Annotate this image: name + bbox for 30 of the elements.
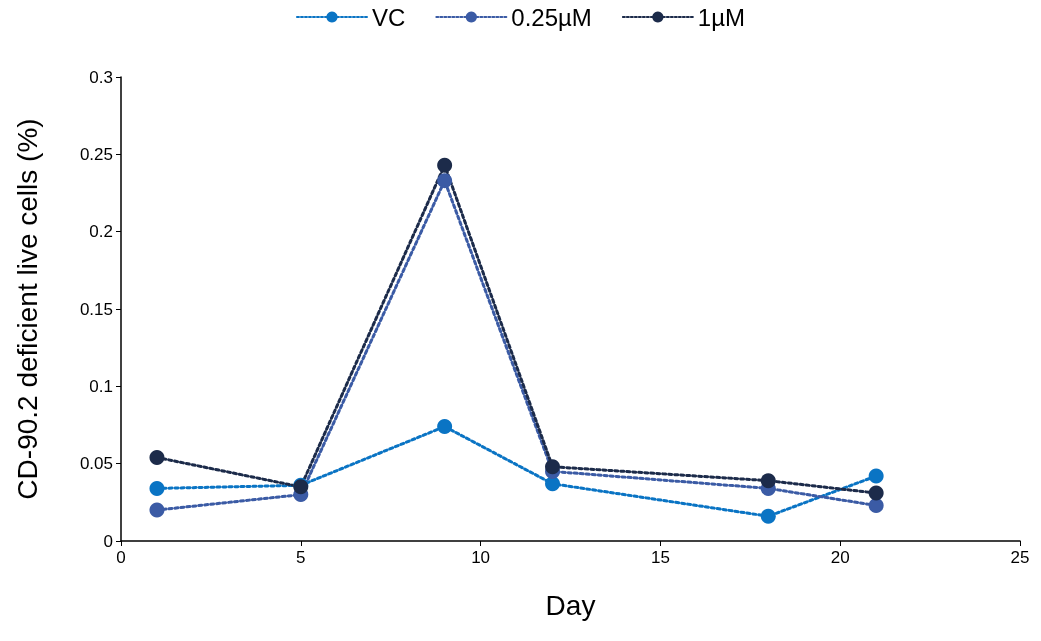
point	[868, 468, 884, 484]
x-tick-label: 5	[296, 548, 306, 567]
point	[868, 485, 884, 501]
legend-label: 1µM	[697, 3, 746, 31]
y-tick-label: 0.1	[89, 376, 113, 396]
x-tick-label: 20	[830, 548, 850, 567]
point	[437, 157, 453, 173]
point	[149, 502, 165, 518]
point	[437, 173, 453, 189]
x-tick-label: 25	[1010, 548, 1030, 567]
x-tick-label: 15	[650, 548, 670, 567]
y-tick-label: 0.3	[89, 67, 113, 87]
point	[437, 419, 453, 435]
y-tick-label: 0.05	[79, 454, 113, 474]
y-tick-label: 0.25	[79, 144, 113, 164]
y-tick-label: 0	[103, 531, 113, 551]
x-tick-label: 0	[116, 548, 126, 567]
point	[149, 449, 165, 465]
y-tick-label: 0.2	[89, 222, 113, 242]
x-tick-label: 10	[471, 548, 491, 567]
x-axis-title: Day	[545, 589, 596, 621]
point	[760, 473, 776, 489]
y-axis-title: CD-90.2 deficient live cells (%)	[11, 118, 43, 500]
legend-label: VC	[371, 3, 406, 31]
point	[545, 459, 561, 475]
point	[149, 480, 165, 496]
legend-label: 0.25µM	[511, 3, 592, 31]
point	[760, 508, 776, 524]
point	[868, 497, 884, 513]
y-tick-label: 0.15	[79, 299, 113, 319]
